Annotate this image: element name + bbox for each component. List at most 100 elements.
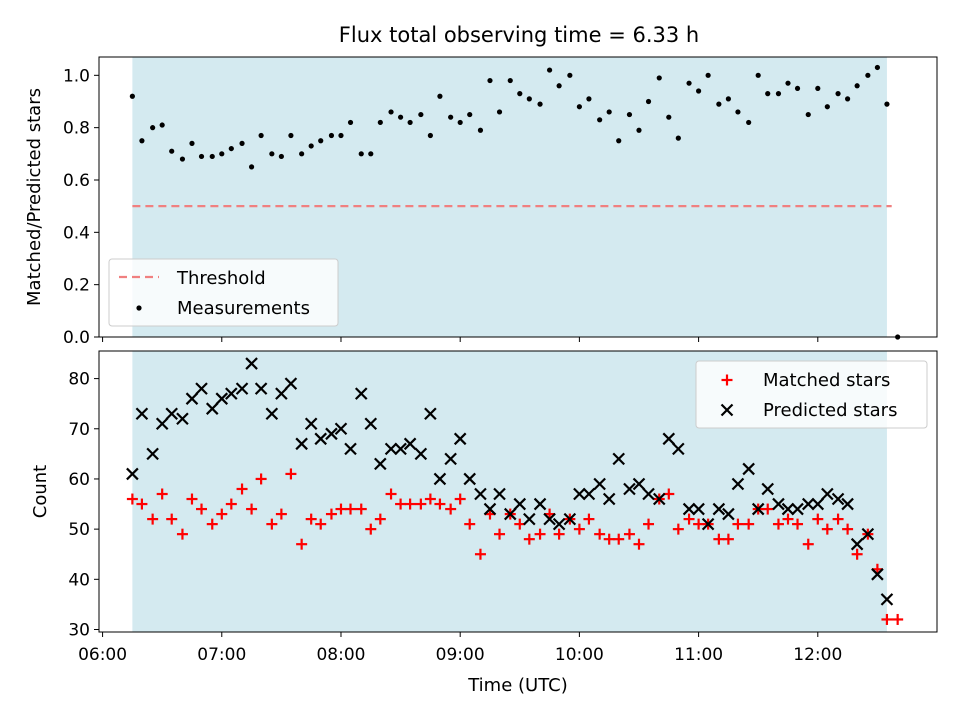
cross-stroke-b — [682, 502, 696, 516]
predicted-star-point — [205, 402, 219, 415]
predicted-star-point — [593, 477, 606, 491]
measurement-point — [258, 132, 264, 139]
x-axis-label: Time (UTC) — [467, 675, 568, 696]
x-tick-label: 09:00 — [436, 645, 485, 665]
cross-stroke-b — [135, 407, 149, 421]
measurement-point — [597, 117, 603, 123]
matched-star-point — [494, 528, 506, 540]
cross-stroke-b — [712, 502, 726, 516]
bottom-y-axis-label: Count — [30, 465, 51, 518]
cross-stroke-b — [503, 507, 517, 521]
matched-star-point — [136, 498, 148, 510]
measurement-point — [278, 153, 284, 160]
matched-star-point — [147, 513, 159, 525]
measurement-point — [686, 80, 692, 86]
cross-stroke-b — [801, 497, 815, 511]
matched-star-point — [802, 538, 814, 550]
measurement-point — [448, 114, 454, 120]
matched-star-point — [206, 518, 218, 530]
x-tick-label: 07:00 — [197, 645, 246, 665]
measurement-point — [517, 91, 523, 97]
measurement-point — [189, 140, 195, 146]
measurement-point — [576, 104, 582, 110]
measurement-point — [636, 127, 642, 133]
predicted-star-point — [662, 432, 676, 446]
measurement-point — [874, 64, 880, 71]
matched-star-point — [166, 513, 178, 525]
cross-stroke-b — [205, 402, 219, 415]
top-x-axis — [102, 337, 819, 342]
measurement-point — [407, 119, 413, 126]
predicted-star-point — [325, 427, 338, 441]
matched-star-point — [275, 508, 287, 520]
cross-stroke-b — [720, 403, 734, 417]
predicted-star-point — [374, 457, 387, 471]
measurement-point — [328, 132, 335, 139]
measurement-point — [854, 83, 860, 89]
top-panel: 0.0 0.2 0.4 0.6 0.8 1.0 Matched/Predicted sta… — [24, 56, 938, 348]
matched-star-point — [385, 488, 397, 500]
matched-star-point — [374, 513, 386, 525]
legend-x-marker — [720, 403, 734, 417]
matched-star-point — [216, 508, 228, 520]
legend-predicted-label: Predicted stars — [763, 400, 897, 421]
measurement-point — [567, 72, 573, 78]
predicted-star-point — [135, 407, 149, 421]
cross-stroke-b — [403, 437, 417, 451]
bottom-legend: Matched stars Predicted stars — [695, 360, 928, 429]
cross-stroke-b — [394, 442, 407, 456]
measurement-point — [755, 72, 761, 78]
predicted-star-point — [573, 487, 586, 501]
cross-stroke-b — [582, 487, 596, 501]
cross-stroke-b — [334, 422, 348, 436]
bottom-axes-frame — [98, 350, 938, 633]
cross-stroke-b — [493, 487, 506, 501]
cross-stroke-b — [374, 457, 387, 471]
legend-plus-marker — [721, 374, 733, 386]
cross-stroke-b — [821, 487, 834, 501]
cross-stroke-b — [880, 593, 894, 606]
cross-stroke-b — [225, 387, 238, 400]
matched-star-point — [792, 518, 804, 530]
measurement-point — [645, 98, 652, 105]
predicted-star-point — [861, 527, 875, 541]
cross-stroke-b — [533, 497, 547, 511]
cross-stroke-b — [632, 477, 646, 491]
predicted-star-point — [751, 502, 765, 516]
measurement-point — [248, 164, 255, 170]
measurement-point — [269, 151, 275, 157]
predicted-star-point — [652, 492, 666, 506]
bottom-y-axis: 30 40 50 60 70 80 — [68, 370, 99, 640]
measurement-point — [835, 91, 841, 97]
matched-star-point — [454, 493, 466, 505]
predicted-star-point — [632, 477, 646, 491]
y-tick-label: 0.6 — [63, 171, 90, 191]
matched-star-point — [892, 613, 904, 625]
cross-stroke-b — [871, 568, 884, 581]
matched-star-point — [434, 498, 446, 510]
predicted-star-point — [254, 382, 268, 395]
predicted-star-point — [761, 482, 775, 496]
predicted-star-point — [185, 392, 199, 405]
predicted-star-point — [364, 417, 378, 431]
cross-stroke-b — [662, 432, 676, 446]
predicted-star-point — [563, 512, 577, 526]
predicted-star-point — [493, 487, 506, 501]
predicted-star-point — [692, 502, 705, 516]
y-tick-label: 50 — [68, 520, 90, 540]
matched-star-point — [583, 513, 595, 525]
matched-star-point — [553, 528, 565, 540]
y-tick-label: 0.8 — [63, 119, 90, 139]
cross-stroke-b — [772, 497, 785, 511]
measurement-point — [198, 153, 205, 160]
predicted-star-point — [850, 537, 864, 551]
predicted-star-point — [195, 382, 208, 395]
predicted-star-point — [712, 502, 726, 516]
cross-stroke-b — [563, 512, 577, 526]
measurement-point — [347, 119, 354, 126]
predicted-star-point — [672, 442, 685, 456]
predicted-star-point — [483, 502, 497, 516]
matched-star-point — [464, 518, 476, 530]
measurement-point — [477, 127, 484, 133]
